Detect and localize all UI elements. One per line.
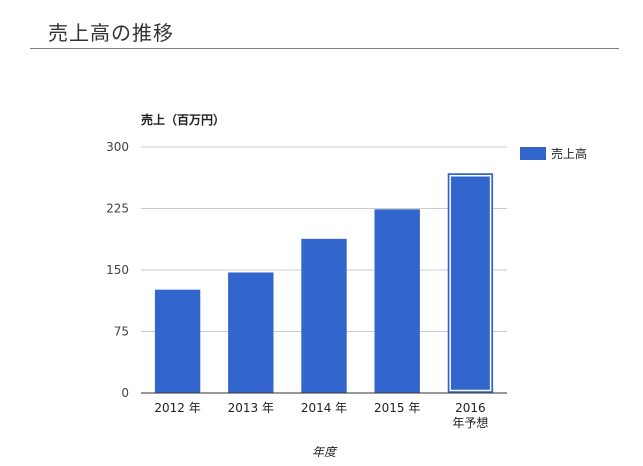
legend-swatch [520,147,546,160]
x-tick-label: 2015 年 [374,401,420,415]
legend-label: 売上高 [551,146,587,161]
y-axis-label: 売上（百万円） [141,112,225,127]
bar-2[interactable] [301,238,347,393]
bar-3[interactable] [374,209,420,393]
y-tick-label: 75 [114,325,129,339]
bar-1[interactable] [228,272,274,393]
bars [154,173,494,393]
legend: 売上高 [520,146,587,161]
tick-labels: 0 75 150 225 300 2012 年 2013 年 2014 年 2015 年 2016… [106,140,488,430]
x-tick-label: 2012 年 [154,401,200,415]
y-tick-label: 225 [106,202,129,216]
y-tick-label: 0 [121,386,129,400]
y-tick-label: 300 [106,140,129,154]
y-tick-label: 150 [106,263,129,277]
forecast-bar-outline [449,174,492,392]
x-axis-label: 年度 [312,445,338,459]
x-tick-label: 2014 年 [301,401,347,415]
x-tick-label: 2016 年予想 [452,401,488,430]
bar-0[interactable] [154,289,201,393]
bar-4[interactable] [447,173,494,393]
page-title: 売上高の推移 [48,21,174,45]
x-tick-label: 2013 年 [228,401,274,415]
title-divider [30,48,619,49]
